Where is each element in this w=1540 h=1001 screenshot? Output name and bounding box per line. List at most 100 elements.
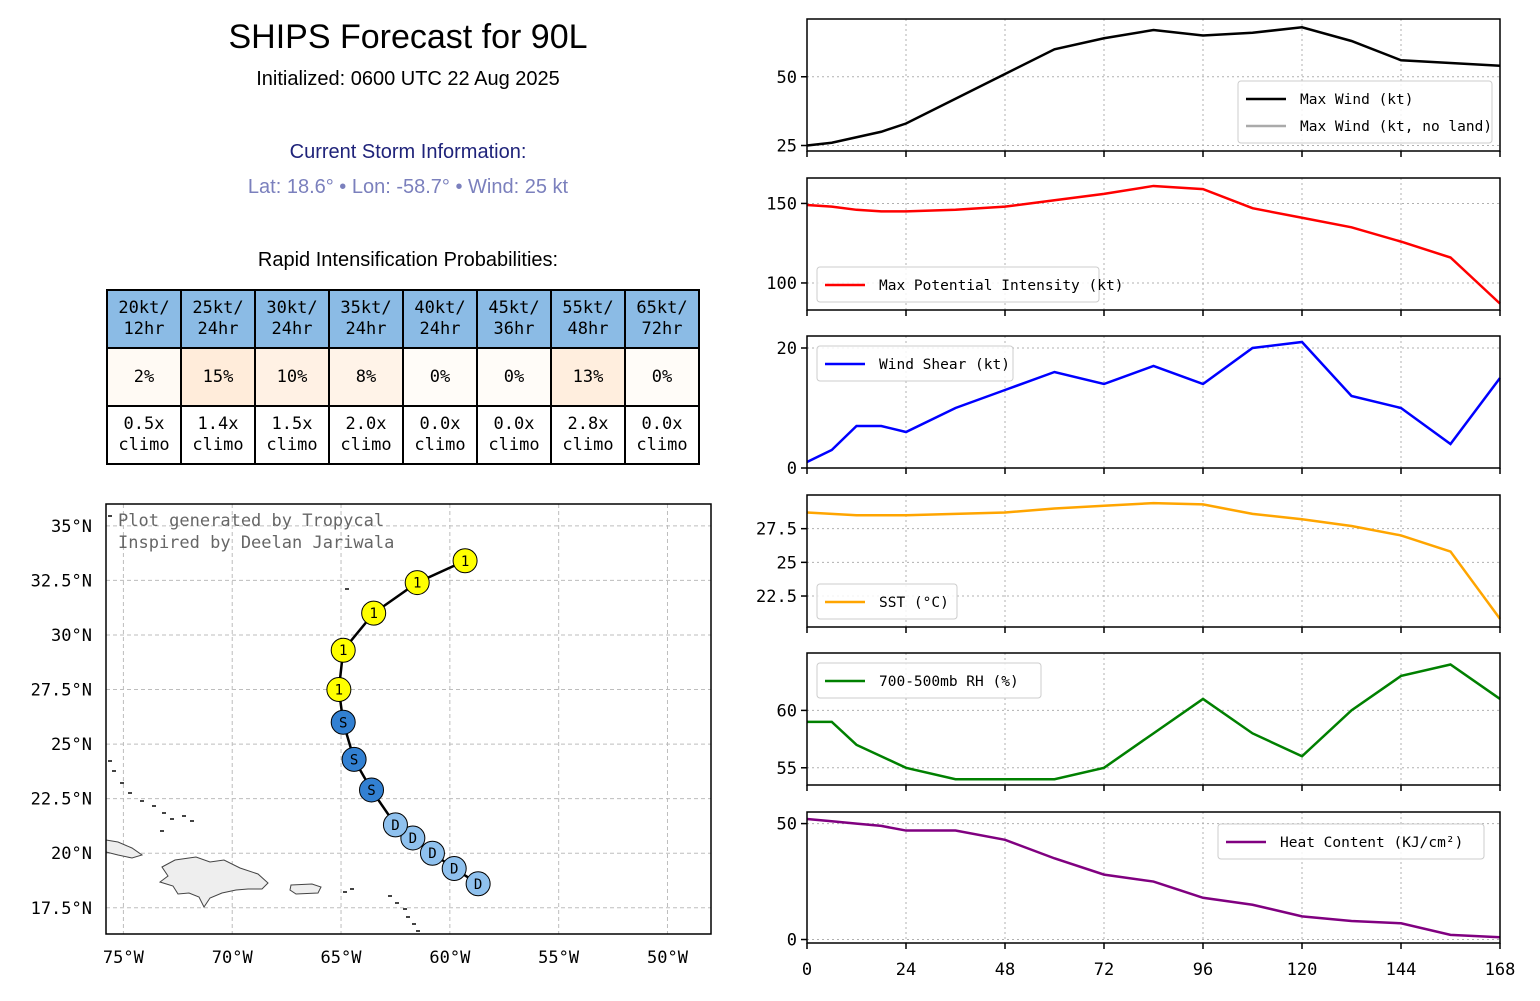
map-frame	[105, 503, 712, 935]
track-point	[330, 637, 356, 663]
track-point-label: 1	[335, 683, 343, 699]
track-point	[465, 871, 491, 897]
x-tick-label: 96	[1193, 960, 1213, 980]
chart-panel: 100 150 Max Potential Intensity (kt)	[766, 177, 1501, 316]
chart-legend	[816, 583, 958, 620]
island	[152, 805, 156, 807]
lat-tick-label: 17.5°N	[31, 899, 92, 919]
lat-tick-label: 35°N	[51, 517, 92, 537]
x-tick-label: 72	[1094, 960, 1114, 980]
ri-col-header: 40kt/24hr	[402, 289, 478, 349]
y-tick-label: 25	[777, 553, 797, 573]
ri-col-header: 55kt/48hr	[550, 289, 626, 349]
chart-legend	[1217, 823, 1485, 860]
track-point	[330, 709, 356, 735]
x-tick-label: 168	[1485, 960, 1516, 980]
track-point-label: S	[339, 715, 347, 731]
track-point-label: D	[474, 877, 482, 893]
series-line	[806, 184, 1501, 305]
island	[388, 895, 392, 897]
cuba-landmass	[105, 839, 144, 859]
chart-legend	[1237, 80, 1493, 144]
ri-climo: 2.0x climo	[328, 405, 404, 465]
island	[140, 800, 144, 802]
y-tick-label: 55	[777, 759, 797, 779]
chart-panel: 22.5 25 27.5 SST (°C)	[756, 494, 1502, 633]
ri-col-header: 45kt/36hr	[476, 289, 552, 349]
ri-header-row: 20kt/12hr 25kt/24hr 30kt/24hr 35kt/24hr …	[106, 289, 700, 349]
track-point	[326, 677, 352, 703]
track-point-label: D	[409, 831, 417, 847]
x-tick-label: 48	[995, 960, 1015, 980]
island	[343, 891, 347, 893]
ri-climo: 0.0x climo	[476, 405, 552, 465]
ri-col-header: 20kt/12hr	[106, 289, 182, 349]
island	[395, 902, 399, 904]
track-point-label: S	[350, 752, 358, 768]
chart-legend	[816, 662, 1042, 699]
track-point-label: 1	[369, 606, 377, 622]
track-point	[404, 570, 430, 596]
lon-tick-label: 50°W	[647, 948, 689, 968]
puerto-rico-landmass	[289, 883, 322, 895]
chart-panel: 55 60 700-500mb RH (%)	[777, 652, 1501, 791]
x-tick-label: 0	[802, 960, 812, 980]
track-point	[382, 812, 408, 838]
chart-frame	[806, 811, 1501, 944]
ri-climo: 1.4x climo	[180, 405, 256, 465]
track-point	[400, 825, 426, 851]
y-tick-label: 25	[777, 137, 797, 157]
track-map: 75°W 70°W 65°W 60°W 55°W 50°W 35°N 32.5°N 30°N 27…	[31, 503, 712, 968]
ri-probability: 10%	[254, 347, 330, 407]
lat-tick-label: 30°N	[51, 626, 92, 646]
track-point-label: 1	[461, 554, 469, 570]
ri-probability: 2%	[106, 347, 182, 407]
track-point	[441, 856, 467, 882]
lat-tick-label: 32.5°N	[31, 571, 92, 591]
series-line	[806, 501, 1502, 620]
ri-climo-row: 0.5x climo 1.4x climo 1.5x climo 2.0x climo …	[106, 405, 700, 465]
page-title: SHIPS Forecast for 90L	[228, 18, 588, 56]
ri-col-header: 30kt/24hr	[254, 289, 330, 349]
island	[162, 812, 166, 814]
series-line	[807, 663, 1501, 781]
island	[182, 815, 186, 817]
island	[412, 923, 416, 925]
lat-tick-label: 25°N	[51, 735, 92, 755]
track-point	[452, 548, 478, 574]
y-tick-label: 20	[777, 339, 797, 359]
y-tick-label: 150	[766, 194, 797, 214]
ri-climo: 0.5x climo	[106, 405, 182, 465]
chart-frame	[806, 494, 1501, 628]
chart-panel: 0 20 Wind Shear (kt)	[777, 335, 1501, 479]
lon-tick-label: 75°W	[103, 948, 145, 968]
legend-label: Max Wind (kt)	[1300, 92, 1414, 108]
ri-probability: 8%	[328, 347, 404, 407]
ri-climo: 0.0x climo	[624, 405, 700, 465]
ri-col-header: 65kt/72hr	[624, 289, 700, 349]
legend-label: Heat Content (KJ/cm²)	[1280, 835, 1463, 851]
island	[120, 782, 124, 784]
y-tick-label: 50	[777, 815, 797, 835]
island	[416, 930, 420, 932]
ri-probability: 0%	[402, 347, 478, 407]
chart-legend	[816, 266, 1100, 303]
track-point	[359, 777, 385, 803]
track-point-label: D	[391, 818, 399, 834]
chart-legend	[816, 345, 1014, 382]
island	[406, 916, 410, 918]
series-line	[806, 25, 1501, 147]
y-tick-label: 0	[787, 931, 797, 951]
track-point	[419, 840, 445, 866]
track-point-label: D	[428, 846, 436, 862]
map-credit-line2: Inspired by Deelan Jariwala	[118, 533, 394, 553]
chart-frame	[806, 18, 1501, 152]
island	[108, 760, 112, 762]
legend-label: 700-500mb RH (%)	[879, 674, 1019, 690]
track-point-label: 1	[339, 643, 347, 659]
island	[345, 588, 349, 590]
track-point-label: D	[450, 862, 458, 878]
island	[190, 820, 194, 822]
lat-tick-label: 20°N	[51, 844, 92, 864]
x-tick-label: 120	[1287, 960, 1318, 980]
